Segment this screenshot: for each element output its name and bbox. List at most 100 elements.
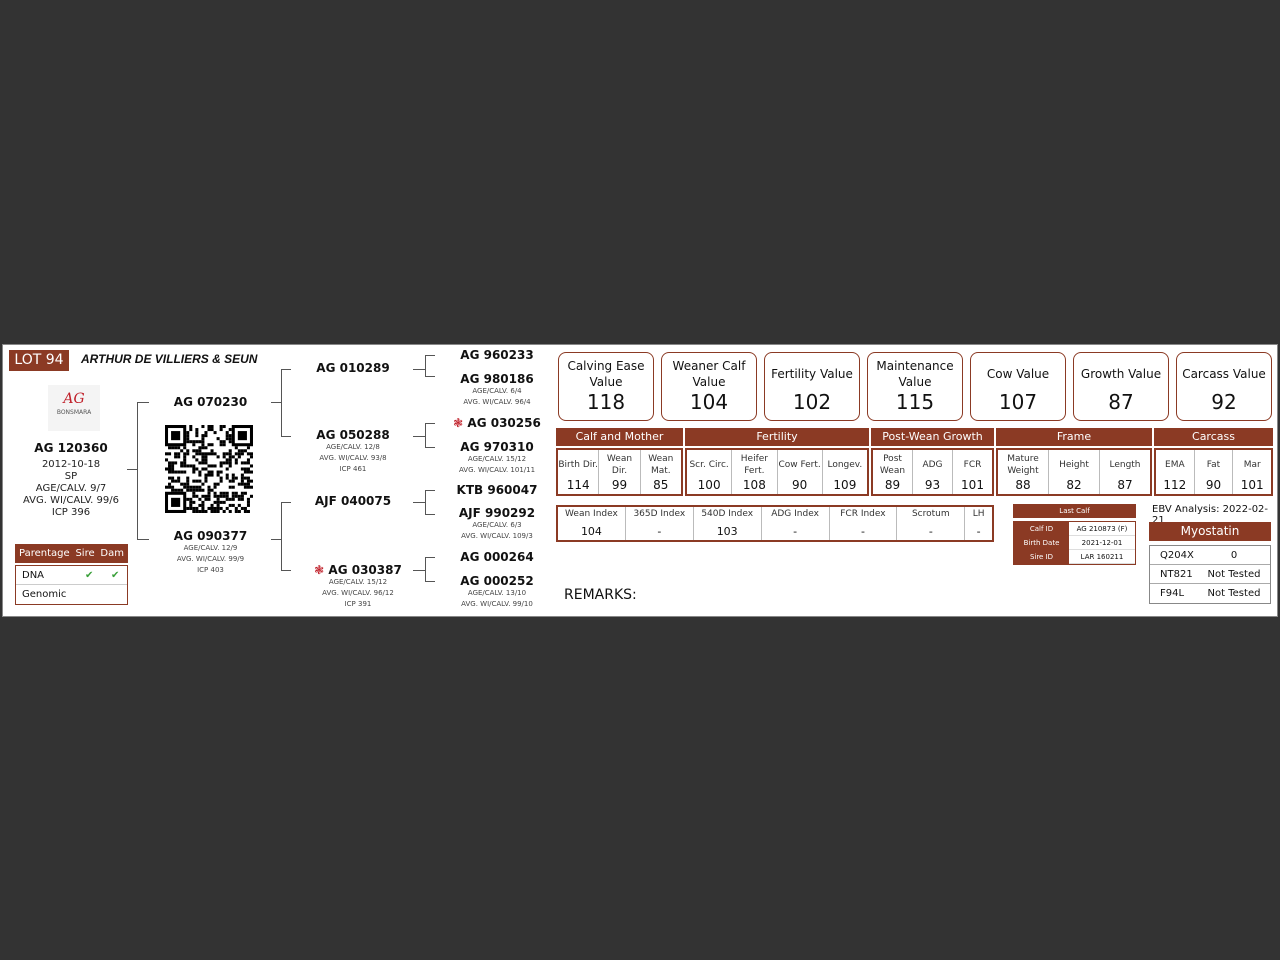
row-label: DNA: [22, 570, 45, 581]
grandparent-block: AG 960233: [443, 348, 551, 362]
index-cell: Scrotum -: [897, 507, 966, 540]
index-label: FCR Index: [840, 509, 886, 519]
ebv-value: 89: [884, 478, 901, 492]
value-box: Calving Ease Value 118: [558, 352, 654, 421]
dd-id: AG 030387: [328, 563, 402, 577]
value-label: Maintenance Value: [876, 359, 954, 389]
ebv-cell: ADG 93: [913, 450, 953, 494]
index-label: ADG Index: [771, 509, 819, 519]
grandparent-line: AVG. WI/CALV. 101/11: [458, 466, 536, 474]
last-calf-row: Calf ID AG 210873 (F): [1014, 522, 1135, 536]
award-icon: ❃: [453, 416, 464, 430]
ebv-label: Length: [1109, 460, 1141, 470]
ebv-cell: Wean Mat. 85: [641, 450, 681, 494]
index-label: Scrotum: [911, 509, 950, 519]
animal-id: AG 120360: [34, 441, 108, 455]
value-number: 104: [689, 390, 729, 414]
dam-block: AG 090377 AGE/CALV. 12/9 AVG. WI/CALV. 9…: [163, 529, 258, 576]
ebv-value: 109: [833, 478, 857, 492]
section-header: Calf and Mother: [556, 428, 683, 446]
lot-card: LOT 94 ARTHUR DE VILLIERS & SEUN AG BONS…: [2, 344, 1278, 617]
index-cell: 540D Index 103: [694, 507, 762, 540]
section-cells: Post Wean 89 ADG 93 FCR 101: [871, 448, 994, 496]
value-box: Weaner Calf Value 104: [661, 352, 757, 421]
qr-code-icon: [165, 425, 253, 513]
index-value: 104: [580, 525, 602, 538]
ebv-value: 100: [697, 478, 721, 492]
grandparent-id: AG 000252: [460, 574, 534, 588]
value-label: Growth Value: [1080, 367, 1162, 381]
grandparent-block: AG 000252 AGE/CALV. 13/10 AVG. WI/CALV. 99…: [443, 574, 551, 610]
myostatin-row: Q204X 0: [1150, 546, 1270, 565]
index-value: -: [976, 525, 981, 538]
index-label: Wean Index: [565, 509, 618, 519]
ebv-label: EMA: [1165, 460, 1185, 470]
avg-wi: AVG. WI/CALV. 99/6: [22, 495, 119, 506]
ds-id: AJF 040075: [314, 494, 392, 508]
ebv-label: Scr. Circ.: [689, 460, 729, 470]
ebv-value: 112: [1163, 478, 1187, 492]
grandparent-block: AG 970310 AGE/CALV. 15/12 AVG. WI/CALV. 10…: [443, 440, 551, 476]
grandparent-id: AG 000264: [460, 550, 534, 564]
value-box: Carcass Value 92: [1176, 352, 1272, 421]
row-value: 2021-12-01: [1069, 536, 1135, 550]
index-cell: Wean Index 104: [558, 507, 626, 540]
ebv-cell: EMA 112: [1156, 450, 1195, 494]
grandparent-block: AJF 990292 AGE/CALV. 6/3 AVG. WI/CALV. 109…: [443, 506, 551, 542]
index-label: 365D Index: [633, 509, 686, 519]
row-label: Birth Date: [1014, 536, 1069, 550]
ebv-label: Cow Fert.: [778, 460, 821, 470]
ebv-label: Mar: [1243, 460, 1261, 470]
grandparent-line: AGE/CALV. 6/3: [472, 521, 522, 529]
value-label: Weaner Calf Value: [672, 359, 746, 389]
remarks-label: REMARKS:: [564, 587, 637, 603]
row-value: Not Tested: [1207, 588, 1261, 599]
ebv-label: Longev.: [827, 460, 863, 470]
dam-line: AVG. WI/CALV. 99/9: [176, 555, 245, 563]
index-table: Wean Index 104 365D Index - 540D Index 103 ADG…: [556, 505, 994, 542]
section-cells: Scr. Circ. 100 Heifer Fert. 108 Cow Fert. 90 L…: [685, 448, 869, 496]
age-calv: AGE/CALV. 9/7: [35, 483, 107, 494]
ebv-cell: Scr. Circ. 100: [687, 450, 733, 494]
check-icon: ✔: [111, 570, 120, 581]
index-value: -: [860, 525, 865, 538]
section-cells: EMA 112 Fat 90 Mar 101: [1154, 448, 1273, 496]
ebv-value: 90: [791, 478, 808, 492]
section-header: Fertility: [685, 428, 869, 446]
ebv-value: 88: [1015, 478, 1031, 492]
value-box: Cow Value 107: [970, 352, 1066, 421]
section-header: Frame: [996, 428, 1152, 446]
sd-block: AG 050288 AGE/CALV. 12/8 AVG. WI/CALV. 9…: [303, 428, 403, 475]
row-label: Sire ID: [1014, 550, 1069, 564]
ebv-value: 101: [961, 478, 984, 492]
last-calf-row: Birth Date 2021-12-01: [1014, 536, 1135, 550]
ebv-value: 85: [653, 478, 669, 492]
dam-header: Dam: [100, 548, 124, 559]
index-cell: FCR Index -: [830, 507, 898, 540]
row-value: 0: [1230, 550, 1238, 561]
ebv-label: Height: [1059, 460, 1089, 470]
sd-line: AGE/CALV. 12/8: [326, 443, 380, 451]
ebv-value: 93: [924, 478, 941, 492]
section-cells: Mature Weight 88 Height 82 Length 87: [996, 448, 1152, 496]
sire-header: Sire: [75, 548, 95, 559]
value-number: 115: [895, 390, 935, 414]
ebv-label: Heifer Fert.: [740, 454, 768, 476]
ebv-cell: Longev. 109: [823, 450, 867, 494]
ebv-cell: Cow Fert. 90: [778, 450, 823, 494]
value-box: Maintenance Value 115: [867, 352, 963, 421]
ebv-cell: Fat 90: [1195, 450, 1234, 494]
ebv-value: 108: [742, 478, 766, 492]
sd-line: ICP 461: [339, 465, 367, 473]
ebv-label: Mature Weight: [1007, 454, 1039, 476]
row-label: Calf ID: [1014, 522, 1069, 536]
index-value: 103: [716, 525, 738, 538]
id-text: AG 030256: [467, 416, 541, 430]
value-label: Calving Ease Value: [567, 359, 645, 389]
value-number: 107: [998, 390, 1038, 414]
grandparent-line: AVG. WI/CALV. 99/10: [461, 600, 533, 608]
logo-text: BONSMARA: [56, 409, 92, 416]
ebv-cell: Mature Weight 88: [998, 450, 1049, 494]
sire-id: AG 070230: [173, 395, 248, 409]
row-value: AG 210873 (F): [1069, 522, 1135, 536]
